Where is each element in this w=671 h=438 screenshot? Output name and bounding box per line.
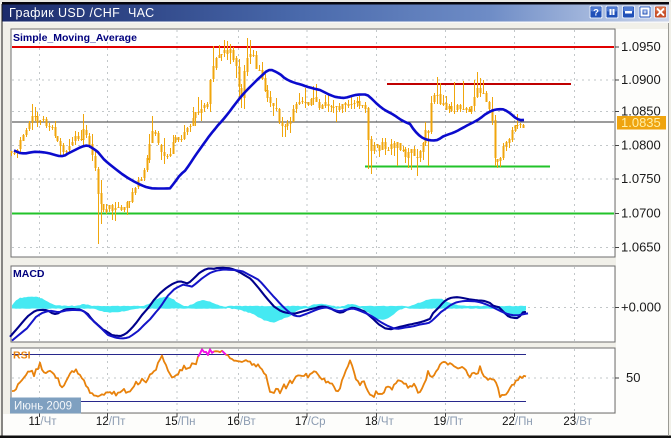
svg-text:11/Чт: 11/Чт — [28, 416, 57, 428]
svg-text:?: ? — [593, 8, 599, 19]
svg-text:12/Пт: 12/Пт — [96, 416, 126, 428]
svg-text:1.0850: 1.0850 — [621, 104, 661, 119]
svg-text:1.0950: 1.0950 — [621, 39, 661, 54]
svg-text:+0.000: +0.000 — [621, 299, 661, 314]
svg-text:1.0835: 1.0835 — [621, 115, 661, 130]
svg-text:RSI: RSI — [13, 350, 31, 362]
svg-text:17/Ср: 17/Ср — [295, 416, 326, 428]
svg-text:График USD /CHF ЧАС: График USD /CHF ЧАС — [9, 6, 155, 20]
svg-text:1.0750: 1.0750 — [621, 171, 661, 186]
svg-text:16/Вт: 16/Вт — [227, 416, 256, 428]
svg-text:19/Пт: 19/Пт — [434, 416, 464, 428]
svg-text:1.0900: 1.0900 — [621, 72, 661, 87]
svg-text:22/Пн: 22/Пн — [502, 416, 533, 428]
svg-text:50: 50 — [626, 370, 640, 385]
svg-text:Июнь 2009: Июнь 2009 — [14, 401, 72, 413]
svg-text:15/Пн: 15/Пн — [165, 416, 196, 428]
svg-text:18/Чт: 18/Чт — [365, 416, 395, 428]
svg-text:1.0650: 1.0650 — [621, 240, 661, 255]
svg-text:1.0700: 1.0700 — [621, 206, 661, 221]
svg-text:23/Вт: 23/Вт — [563, 416, 592, 428]
svg-text:1.0800: 1.0800 — [621, 138, 661, 153]
svg-text:MACD: MACD — [13, 268, 45, 280]
svg-text:Simple_Moving_Average: Simple_Moving_Average — [13, 32, 137, 44]
